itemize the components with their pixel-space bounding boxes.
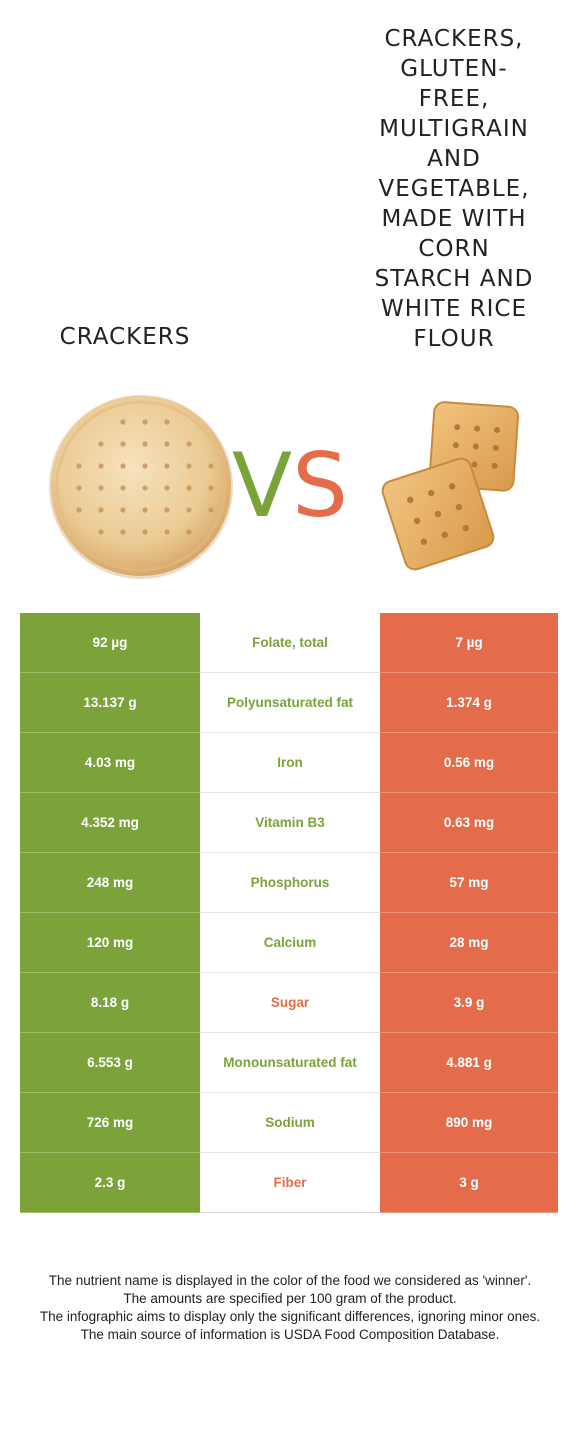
right-value: 28 mg [380, 913, 558, 973]
table-row: 726 mg Sodium 890 mg [20, 1093, 558, 1153]
footnote-amounts: The amounts are specified per 100 gram o… [123, 1291, 457, 1306]
comparison-table: 92 µg Folate, total 7 µg 13.137 g Polyunsatu… [20, 613, 558, 1213]
right-value: 3.9 g [380, 973, 558, 1033]
table-row: 92 µg Folate, total 7 µg [20, 613, 558, 673]
food-right-title: Crackers, gluten-free, multigrain and ve… [374, 26, 534, 352]
left-value: 6.553 g [20, 1033, 200, 1093]
table-row: 248 mg Phosphorus 57 mg [20, 853, 558, 913]
nutrient-name: Fiber [200, 1153, 380, 1213]
table-row: 13.137 g Polyunsaturated fat 1.374 g [20, 673, 558, 733]
round-cracker-icon [49, 395, 233, 579]
table-row: 4.03 mg Iron 0.56 mg [20, 733, 558, 793]
square-crackers-icon [381, 401, 520, 571]
footnote-differences: The infographic aims to display only the… [39, 1309, 541, 1324]
left-value: 4.03 mg [20, 733, 200, 793]
left-value: 726 mg [20, 1093, 200, 1153]
left-value: 120 mg [20, 913, 200, 973]
nutrient-name: Sugar [200, 973, 380, 1033]
vs-s-letter: S [292, 434, 349, 537]
nutrient-name: Vitamin B3 [200, 793, 380, 853]
table-row: 2.3 g Fiber 3 g [20, 1153, 558, 1213]
left-value: 92 µg [20, 613, 200, 673]
food-left-title: Crackers [59, 324, 191, 350]
vs-v-letter: V [231, 434, 293, 537]
right-value: 3 g [380, 1153, 558, 1213]
right-value: 7 µg [380, 613, 558, 673]
table-row: 8.18 g Sugar 3.9 g [20, 973, 558, 1033]
left-value: 8.18 g [20, 973, 200, 1033]
table-row: 120 mg Calcium 28 mg [20, 913, 558, 973]
right-value: 0.56 mg [380, 733, 558, 793]
nutrient-name: Calcium [200, 913, 380, 973]
right-value: 890 mg [380, 1093, 558, 1153]
right-value: 0.63 mg [380, 793, 558, 853]
footnotes: The nutrient name is displayed in the co… [20, 1272, 560, 1344]
right-value: 57 mg [380, 853, 558, 913]
vs-label: VS [222, 436, 358, 536]
nutrient-name: Polyunsaturated fat [200, 673, 380, 733]
footnote-winner: The nutrient name is displayed in the co… [48, 1273, 532, 1288]
footnote-source: The main source of information is USDA F… [80, 1327, 500, 1342]
left-value: 2.3 g [20, 1153, 200, 1213]
table-row: 4.352 mg Vitamin B3 0.63 mg [20, 793, 558, 853]
nutrient-name: Sodium [200, 1093, 380, 1153]
left-value: 4.352 mg [20, 793, 200, 853]
nutrient-name: Monounsaturated fat [200, 1033, 380, 1093]
left-value: 13.137 g [20, 673, 200, 733]
table-row: 6.553 g Monounsaturated fat 4.881 g [20, 1033, 558, 1093]
left-value: 248 mg [20, 853, 200, 913]
right-value: 1.374 g [380, 673, 558, 733]
nutrient-name: Folate, total [200, 613, 380, 673]
nutrient-name: Iron [200, 733, 380, 793]
nutrient-name: Phosphorus [200, 853, 380, 913]
right-value: 4.881 g [380, 1033, 558, 1093]
